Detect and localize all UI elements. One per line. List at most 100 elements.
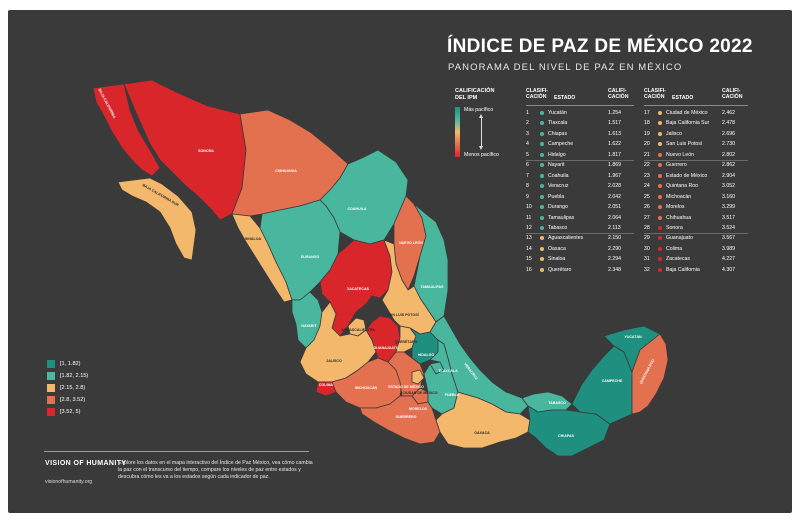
table-row: 5 Hidalgo 1.817 bbox=[526, 150, 634, 162]
score-cell: 2.028 bbox=[608, 183, 621, 190]
score-cell: 2.478 bbox=[722, 120, 735, 127]
brand-logo: VISION OF HUMANITY bbox=[45, 460, 127, 467]
state-quintana-roo[interactable] bbox=[631, 333, 669, 415]
legend-label: [1.82, 2.15) bbox=[60, 373, 89, 379]
label-estado-de-mexico: ESTADO DE MÉXICO bbox=[388, 384, 424, 389]
level-dot-icon bbox=[658, 111, 662, 115]
rank-cell: 17 bbox=[644, 110, 650, 116]
level-dot-icon bbox=[658, 246, 662, 251]
brand-url[interactable]: visionofhumanity.org bbox=[45, 479, 93, 485]
level-dot-icon bbox=[540, 205, 544, 210]
rank-cell: 26 bbox=[644, 204, 650, 211]
table-row: 19 Jalisco 2.696 bbox=[644, 129, 748, 139]
rank-cell: 13 bbox=[526, 235, 532, 242]
score-cell: 3.517 bbox=[722, 214, 735, 221]
table-row: 25 Michoacán 3.160 bbox=[644, 192, 748, 202]
label-queretaro: QUERÉTARO bbox=[395, 339, 418, 344]
rank-cell: 11 bbox=[526, 214, 532, 221]
score-cell: 3.160 bbox=[722, 193, 735, 200]
col-rank-header: CLASIFI- CACIÓN bbox=[526, 88, 548, 100]
table-row: 31 Zacatecas 4.227 bbox=[644, 254, 748, 264]
level-dot-icon bbox=[658, 131, 662, 136]
level-dot-icon bbox=[658, 267, 662, 272]
state-cell: Tabasco bbox=[548, 224, 568, 231]
page-subtitle: PANORAMA DEL NIVEL DE PAZ EN MÉXICO bbox=[448, 62, 683, 73]
rank-cell: 19 bbox=[644, 130, 650, 137]
legend-swatch bbox=[47, 396, 55, 404]
state-cell: Sonora bbox=[666, 224, 683, 231]
score-cell: 3.299 bbox=[722, 204, 735, 211]
rank-cell: 9 bbox=[526, 193, 529, 200]
legend-label: [2.15, 2.8) bbox=[60, 385, 86, 391]
rank-cell: 14 bbox=[526, 245, 532, 252]
table-row: 10 Durango 2.051 bbox=[526, 202, 634, 212]
score-cell: 2.042 bbox=[608, 193, 621, 200]
table-row: 8 Veracruz 2.028 bbox=[526, 181, 634, 191]
label-michoacan: MICHOACÁN bbox=[355, 385, 378, 390]
state-cell: Oaxaca bbox=[548, 245, 566, 252]
ipm-scale: CALIFICACIÓN DEL IPM Más pacífico Menos … bbox=[455, 88, 515, 168]
score-cell: 2.064 bbox=[608, 214, 621, 221]
score-cell: 1.254 bbox=[608, 110, 621, 116]
state-ciudad-de-mexico[interactable] bbox=[411, 369, 425, 385]
score-cell: 1.613 bbox=[608, 130, 621, 137]
rank-cell: 24 bbox=[644, 183, 650, 190]
label-guanajuato: GUANAJUATO bbox=[373, 346, 398, 350]
col-score-header: CALIFI- CACIÓN bbox=[608, 88, 628, 100]
state-chiapas[interactable] bbox=[527, 405, 611, 457]
col-rank-line2-right: CACIÓN bbox=[644, 94, 665, 100]
state-cell: Puebla bbox=[548, 193, 565, 200]
legend-swatch bbox=[47, 408, 55, 416]
state-cell: Yucatán bbox=[548, 110, 567, 116]
level-dot-icon bbox=[540, 163, 544, 168]
ipm-heading-line1: CALIFICACIÓN bbox=[455, 88, 495, 94]
label-campeche: CAMPECHE bbox=[602, 379, 623, 383]
col-score-line1-right: CALIFI- bbox=[722, 88, 741, 94]
state-colima[interactable] bbox=[315, 381, 337, 397]
legend-label: [3.52, 5) bbox=[60, 409, 81, 415]
state-cell: Nayarit bbox=[548, 162, 565, 169]
score-cell: 2.290 bbox=[608, 245, 621, 252]
state-sonora[interactable] bbox=[123, 79, 247, 221]
table-row: 9 Puebla 2.042 bbox=[526, 192, 634, 202]
table-row: 21 Nuevo León 2.802 bbox=[644, 150, 748, 162]
label-chiapas: CHIAPAS bbox=[558, 434, 575, 438]
label-sonora: SONORA bbox=[198, 149, 214, 153]
state-cell: Chiapas bbox=[548, 130, 568, 137]
table-row: 2 Tlaxcala 1.517 bbox=[526, 118, 634, 128]
table-row: 16 Querétaro 2.348 bbox=[526, 265, 634, 275]
score-cell: 2.862 bbox=[722, 162, 735, 169]
state-cell: Chihuahua bbox=[666, 214, 692, 221]
level-dot-icon bbox=[658, 215, 662, 220]
state-cell: Querétaro bbox=[548, 266, 572, 273]
col-score-line2-right: CACIÓN bbox=[722, 94, 743, 100]
level-dot-icon bbox=[658, 194, 662, 199]
table-row: 3 Chiapas 1.613 bbox=[526, 129, 634, 139]
col-state-header-right: ESTADO bbox=[672, 95, 694, 101]
footer-text: Explore los datos en el mapa interactivo… bbox=[118, 460, 313, 481]
table-row: 30 Colima 3.989 bbox=[644, 244, 748, 254]
legend-label: [2.8, 3.52) bbox=[60, 397, 86, 403]
rank-cell: 5 bbox=[526, 151, 529, 158]
rank-cell: 20 bbox=[644, 141, 650, 148]
state-baja-california-sur[interactable] bbox=[117, 177, 197, 261]
state-cell: Quintana Roo bbox=[666, 183, 699, 190]
table-row: 7 Coahuila 1.967 bbox=[526, 171, 634, 181]
rank-cell: 28 bbox=[644, 224, 650, 231]
col-rank-header-right: CLASIFI- CACIÓN bbox=[644, 88, 666, 100]
state-cell: Tamaulipas bbox=[548, 214, 575, 221]
table-row: 13 Aguascalientes 2.150 bbox=[526, 233, 634, 243]
table-header-rule bbox=[526, 105, 634, 106]
score-cell: 1.967 bbox=[608, 172, 621, 179]
rank-cell: 30 bbox=[644, 245, 650, 252]
state-baja-california[interactable] bbox=[92, 83, 161, 177]
ipm-arrow-icon bbox=[479, 114, 483, 150]
label-ciudad-de-mexico: CIUDAD DE MÉXICO bbox=[402, 390, 437, 395]
level-dot-icon bbox=[540, 121, 544, 126]
state-cell: Veracruz bbox=[548, 183, 569, 190]
score-cell: 4.307 bbox=[722, 266, 735, 273]
table-row: 17 Ciudad de México 2.462 bbox=[644, 108, 748, 118]
state-campeche[interactable] bbox=[571, 345, 633, 425]
state-cell: Nuevo León bbox=[666, 151, 694, 158]
